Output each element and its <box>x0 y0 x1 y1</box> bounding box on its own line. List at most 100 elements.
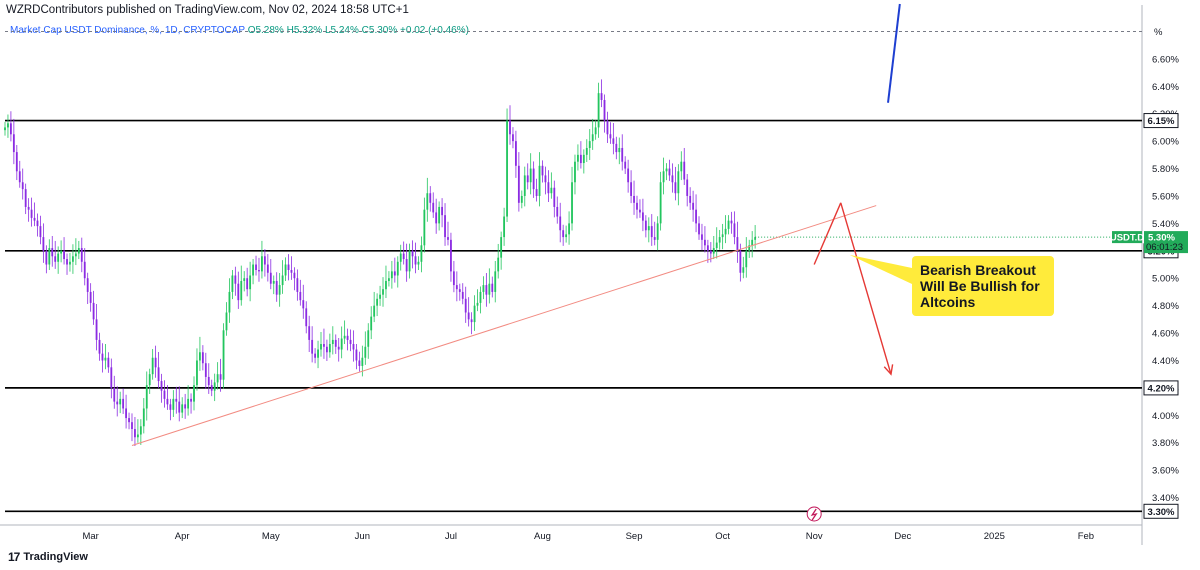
candle-body <box>692 202 695 210</box>
candle-body <box>364 346 367 358</box>
callout-text-line: Will Be Bullish for <box>920 278 1040 294</box>
candle-body <box>139 426 142 435</box>
candle-body <box>163 390 166 399</box>
projection-path-segment <box>840 202 892 375</box>
candle-body <box>547 182 550 194</box>
candle-body <box>414 256 417 265</box>
candle-body <box>361 357 364 366</box>
candle-body <box>320 344 322 350</box>
candle-body <box>66 259 68 265</box>
brand-name: TradingView <box>23 551 88 563</box>
candle-body <box>148 374 151 386</box>
candle-body <box>621 147 624 162</box>
candle-body <box>51 248 54 257</box>
candle-body <box>742 267 745 273</box>
candle-body <box>187 398 190 409</box>
candle-body <box>373 305 376 317</box>
candle-body <box>736 237 739 251</box>
candle-body <box>125 408 127 419</box>
candle-body <box>659 182 662 224</box>
candle-body <box>577 154 579 162</box>
candle-body <box>644 220 647 231</box>
candle-body <box>358 360 361 366</box>
level-price-label: 6.15% <box>1148 116 1175 127</box>
price-unit-label: % <box>1154 27 1163 38</box>
candle-body <box>482 285 485 292</box>
candle-body <box>382 289 384 295</box>
candle-body <box>458 289 461 292</box>
candle-body <box>263 256 266 265</box>
candle-body <box>559 216 562 231</box>
candle-body <box>325 346 328 353</box>
candle-body <box>585 147 588 155</box>
candle-body <box>568 223 570 235</box>
candle-body <box>299 291 302 301</box>
price-tick-label: 4.00% <box>1152 411 1179 422</box>
candle-body <box>83 261 86 279</box>
candle-body <box>600 93 603 100</box>
candle-body <box>80 248 83 262</box>
candle-body <box>92 302 95 320</box>
candle-body <box>95 319 98 340</box>
countdown-timer: 06:01:23 <box>1146 242 1183 253</box>
candle-body <box>134 429 136 438</box>
candle-body <box>656 223 659 240</box>
candle-body <box>136 434 139 438</box>
candle-body <box>27 206 30 210</box>
candle-body <box>452 271 455 286</box>
candle-body <box>302 300 305 309</box>
candle-body <box>255 264 257 270</box>
candle-body <box>225 312 228 331</box>
time-tick-label: Feb <box>1078 531 1094 542</box>
candle-body <box>379 294 381 299</box>
symbol-legend: Market Cap USDT Dominance, %, 1D, CRYPTO… <box>10 25 469 36</box>
candle-body <box>228 291 231 313</box>
candle-body <box>293 272 296 279</box>
candle-body <box>450 239 452 272</box>
level-price-badge <box>1143 503 1179 519</box>
candle-body <box>343 335 346 339</box>
candle-body <box>376 298 379 306</box>
candle-body <box>686 179 689 196</box>
candle-body <box>24 189 27 207</box>
candle-body <box>647 226 650 231</box>
candle-body <box>272 280 275 284</box>
candle-body <box>154 357 157 368</box>
level-price-badge <box>1143 113 1179 129</box>
candle-body <box>464 298 467 313</box>
candle-body <box>346 335 349 340</box>
level-price-label: 4.20% <box>1148 383 1175 394</box>
candle-body <box>349 339 352 345</box>
candle-body <box>706 245 709 251</box>
candle-body <box>668 168 671 176</box>
candle-body <box>506 120 508 217</box>
candle-body <box>204 363 207 377</box>
candle-body <box>653 237 656 240</box>
candle-body <box>367 330 370 347</box>
price-tick-label: 3.60% <box>1152 466 1179 477</box>
candle-body <box>674 182 677 194</box>
candle-body <box>63 250 65 260</box>
candle-body <box>411 250 414 257</box>
candle-body <box>317 349 319 358</box>
author-name[interactable]: WZRDContributors <box>6 4 104 16</box>
symbol-name[interactable]: Market Cap USDT Dominance, %, 1D, CRYPTO… <box>10 25 245 36</box>
candle-body <box>509 120 511 135</box>
candle-body <box>724 228 727 235</box>
current-price-value: 5.30% <box>1148 233 1175 244</box>
candle-body <box>113 387 116 402</box>
candle-body <box>488 283 491 295</box>
price-change: +0.02 (+0.46%) <box>400 25 469 36</box>
price-tick-label: 5.40% <box>1152 219 1179 230</box>
candle-body <box>500 237 503 258</box>
candle-body <box>615 143 618 153</box>
candle-body <box>417 261 420 265</box>
candle-body <box>473 305 476 323</box>
ohlc-high: H5.32% <box>286 25 323 36</box>
level-price-label: 3.30% <box>1148 507 1175 518</box>
candle-body <box>393 271 396 276</box>
time-tick-label: Apr <box>175 531 190 542</box>
candle-body <box>709 250 712 254</box>
candle-body <box>479 291 482 303</box>
